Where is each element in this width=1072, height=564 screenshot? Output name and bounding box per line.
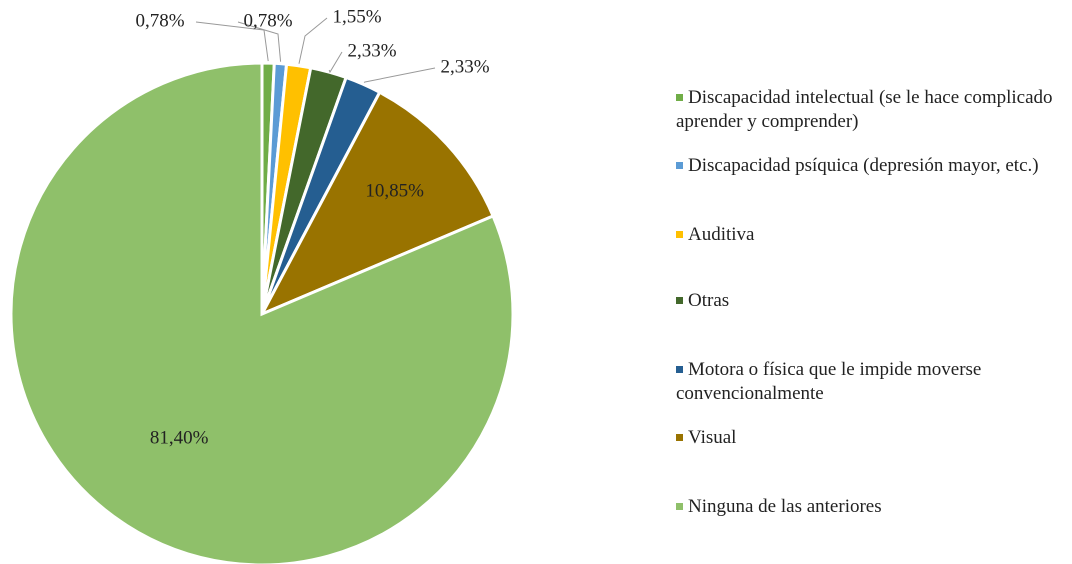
legend-swatch [676,231,683,238]
leader-line [328,51,343,74]
pie-slice [9,61,515,564]
leader-line [298,17,328,64]
legend-swatch [676,434,683,441]
data-label: 2,33% [440,56,489,77]
legend-item: Otras [676,289,1056,313]
data-label: 0,78% [135,10,184,31]
leader-line [363,67,436,83]
legend-item: Motora o física que le impide moverse co… [676,358,1056,406]
legend-label: Discapacidad psíquica (depresión mayor, … [688,155,1039,176]
legend-swatch [676,94,683,101]
legend-swatch [676,503,683,510]
legend-label: Visual [688,427,737,448]
legend-item: Auditiva [676,223,1056,247]
leader-line [237,21,282,62]
legend-item: Visual [676,426,1056,450]
legend-label: Motora o física que le impide moverse co… [676,359,982,404]
legend-label: Auditiva [688,224,755,245]
legend-item: Discapacidad intelectual (se le hace com… [676,86,1056,134]
legend-label: Discapacidad intelectual (se le hace com… [676,87,1053,132]
legend-item: Ninguna de las anteriores [676,495,1056,519]
pie-slice [258,90,496,318]
data-label: 81,40% [150,427,209,448]
legend-swatch [676,366,683,373]
data-label: 1,55% [332,6,381,27]
data-label: 0,78% [243,10,292,31]
data-label: 10,85% [365,181,424,202]
legend-label: Ninguna de las anteriores [688,496,882,517]
legend-swatch [676,162,683,169]
legend-item: Discapacidad psíquica (depresión mayor, … [676,154,1056,178]
legend-label: Otras [688,290,730,311]
legend-swatch [676,297,683,304]
data-label: 2,33% [347,40,396,61]
